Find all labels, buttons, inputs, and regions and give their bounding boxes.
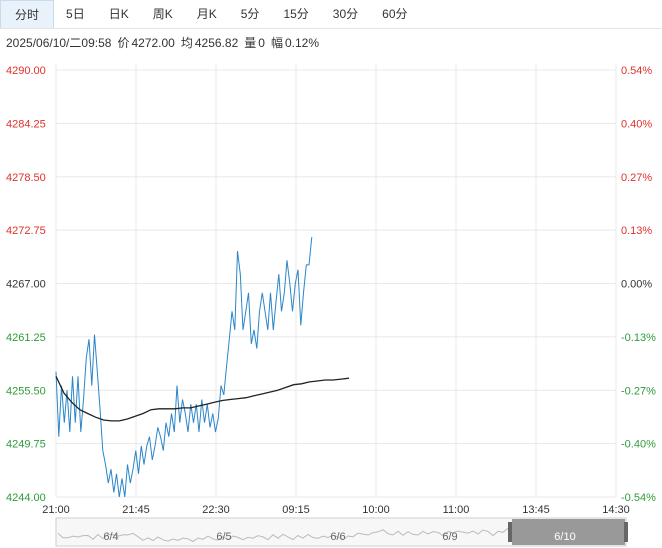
- navigator-date-label: 6/4: [103, 531, 118, 543]
- y-tick-label: 4261.25: [6, 332, 46, 344]
- y-tick-label: 4290.00: [6, 65, 46, 77]
- y-tick-label: 4267.00: [6, 279, 46, 291]
- navigator-trace: [57, 527, 509, 543]
- pct-tick-label: 0.54%: [621, 65, 652, 77]
- pct-tick-label: 0.40%: [621, 118, 652, 130]
- tab-4[interactable]: 月K: [196, 7, 217, 21]
- pct-tick-label: -0.40%: [621, 439, 656, 451]
- tab-2[interactable]: 日K: [108, 7, 129, 21]
- y-tick-label: 4255.50: [6, 385, 46, 397]
- info-avg: 4256.82: [194, 36, 239, 50]
- y-tick-label: 4284.25: [6, 118, 46, 130]
- y-tick-label: 4272.75: [6, 225, 46, 237]
- y-tick-label: 4278.50: [6, 172, 46, 184]
- tab-0[interactable]: 分时: [0, 0, 55, 28]
- navigator-left-handle[interactable]: [508, 522, 512, 542]
- series-average-line: [55, 376, 350, 422]
- tab-1[interactable]: 5日: [66, 7, 85, 21]
- pct-tick-label: -0.54%: [621, 492, 656, 504]
- pct-tick-label: 0.27%: [621, 172, 652, 184]
- info-vol-label: 量: [244, 36, 257, 50]
- info-price: 4272.00: [131, 36, 175, 50]
- tab-7[interactable]: 30分: [332, 7, 359, 21]
- pct-tick-label: -0.27%: [621, 385, 656, 397]
- x-tick-label: 21:00: [42, 504, 70, 516]
- pct-tick-label: 0.00%: [621, 279, 652, 291]
- navigator-date-label: 6/5: [216, 531, 231, 543]
- navigator-right-handle[interactable]: [624, 522, 628, 542]
- x-tick-label: 11:00: [443, 504, 470, 516]
- info-price-label: 价: [117, 36, 130, 50]
- navigator-date-label: 6/6: [330, 531, 345, 543]
- pct-tick-label: 0.13%: [621, 225, 652, 237]
- tab-6[interactable]: 15分: [283, 7, 309, 21]
- series-price-line: [55, 237, 313, 498]
- x-tick-label: 13:45: [522, 504, 550, 516]
- info-amp-label: 幅: [270, 36, 283, 50]
- tab-5[interactable]: 5分: [240, 7, 260, 21]
- info-amp: 0.12%: [284, 36, 319, 50]
- x-tick-label: 10:00: [362, 504, 390, 516]
- quote-info-bar: 2025/06/10/二09:58 价 4272.00 均 4256.82 量 0 幅 0.12…: [6, 34, 325, 51]
- info-datetime: 2025/06/10/二09:58: [6, 36, 112, 50]
- tab-3[interactable]: 周K: [152, 7, 173, 21]
- x-tick-label: 14:30: [602, 504, 630, 516]
- y-tick-label: 4249.75: [6, 439, 46, 451]
- tab-8[interactable]: 60分: [382, 7, 408, 21]
- pct-tick-label: -0.13%: [621, 332, 656, 344]
- x-tick-label: 22:30: [202, 504, 230, 516]
- y-tick-label: 4244.00: [6, 492, 46, 504]
- navigator-date-label: 6/10: [554, 531, 575, 543]
- info-avg-label: 均: [180, 36, 193, 50]
- info-vol: 0: [258, 36, 265, 50]
- navigator-date-label: 6/9: [442, 531, 457, 543]
- navigator-selection[interactable]: [512, 519, 625, 545]
- chart-tabs: 分时 5日 日K 周K 月K 5分 15分 30分 60分: [0, 0, 662, 29]
- x-tick-label: 09:15: [282, 504, 310, 516]
- x-tick-label: 21:45: [122, 504, 150, 516]
